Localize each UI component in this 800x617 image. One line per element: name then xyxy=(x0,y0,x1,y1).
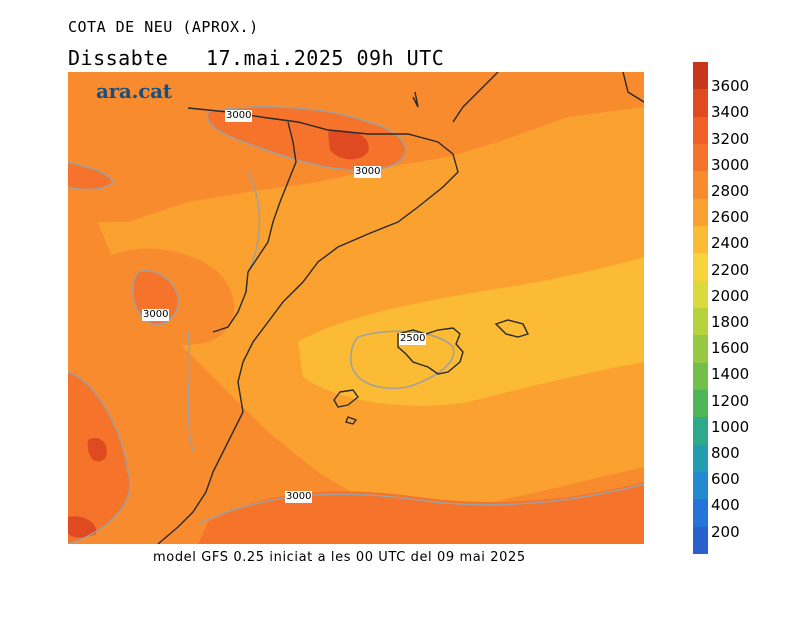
legend-label: 1200 xyxy=(711,391,750,410)
balearic-islands xyxy=(333,319,529,425)
field-3200-sw xyxy=(87,437,107,462)
legend-label: 3000 xyxy=(711,155,750,174)
coastline-borders xyxy=(157,72,644,544)
legend-segment xyxy=(693,226,708,254)
menorca-outline xyxy=(494,319,529,338)
legend-segment xyxy=(693,444,708,473)
legend-label: 2400 xyxy=(711,234,750,253)
field-above-3000-nw xyxy=(68,162,113,190)
legend-segment xyxy=(693,62,708,90)
formentera-outline xyxy=(345,416,358,425)
legend-label: 1800 xyxy=(711,313,750,331)
field-2400-2600 xyxy=(298,257,644,406)
legend-label: 200 xyxy=(711,522,740,541)
field-3200-3400 xyxy=(328,130,369,160)
mallorca-outline xyxy=(397,327,464,375)
legend-segment xyxy=(693,253,708,282)
legend-segment xyxy=(693,89,708,118)
legend-label: 3200 xyxy=(711,129,750,148)
color-legend-bar xyxy=(693,62,708,555)
model-footer: model GFS 0.25 iniciat a les 00 UTC del … xyxy=(153,550,526,565)
map-canvas xyxy=(68,72,644,544)
legend-segment xyxy=(693,280,708,309)
legend-segment xyxy=(693,171,708,200)
legend-segment xyxy=(693,526,708,555)
legend-segment xyxy=(693,116,708,145)
field-2800-3000-west xyxy=(68,72,644,544)
legend-label: 2200 xyxy=(711,260,750,279)
legend-label: 400 xyxy=(711,496,740,515)
legend-segment xyxy=(693,499,708,528)
legend-label: 2000 xyxy=(711,286,750,305)
legend-segment xyxy=(693,308,708,336)
legend-label: 800 xyxy=(711,444,740,462)
legend-segment xyxy=(693,417,708,446)
contour-label-2500: 2500 xyxy=(399,333,427,345)
legend-label: 3400 xyxy=(711,103,750,122)
ibiza-outline xyxy=(333,389,359,408)
contour-label-3000-west: 3000 xyxy=(142,309,170,321)
legend-label: 2600 xyxy=(711,208,750,227)
contour-label-3000-pyrenees: 3000 xyxy=(225,110,253,122)
legend-segment xyxy=(693,198,708,227)
legend-segment xyxy=(693,335,708,364)
legend-segment xyxy=(693,390,708,418)
ara-cat-logo: ara.cat xyxy=(96,79,172,103)
legend-label: 600 xyxy=(711,470,740,489)
legend-label: 3600 xyxy=(711,77,750,96)
map-date-title: Dissabte 17.mai.2025 09h UTC xyxy=(68,46,445,70)
snow-level-map: 3000 3000 3000 2500 3000 xyxy=(68,72,644,544)
legend-label: 1600 xyxy=(711,339,750,358)
legend-label: 2800 xyxy=(711,182,750,200)
map-title: COTA DE NEU (APROX.) xyxy=(68,18,259,36)
legend-segment xyxy=(693,144,708,172)
legend-label: 1000 xyxy=(711,417,750,436)
legend-label: 1400 xyxy=(711,365,750,384)
contour-label-3000-north: 3000 xyxy=(354,166,382,178)
contour-label-3000-south: 3000 xyxy=(285,491,313,503)
field-3200-sw-corner xyxy=(68,516,97,538)
legend-segment xyxy=(693,362,708,391)
legend-segment xyxy=(693,472,708,500)
